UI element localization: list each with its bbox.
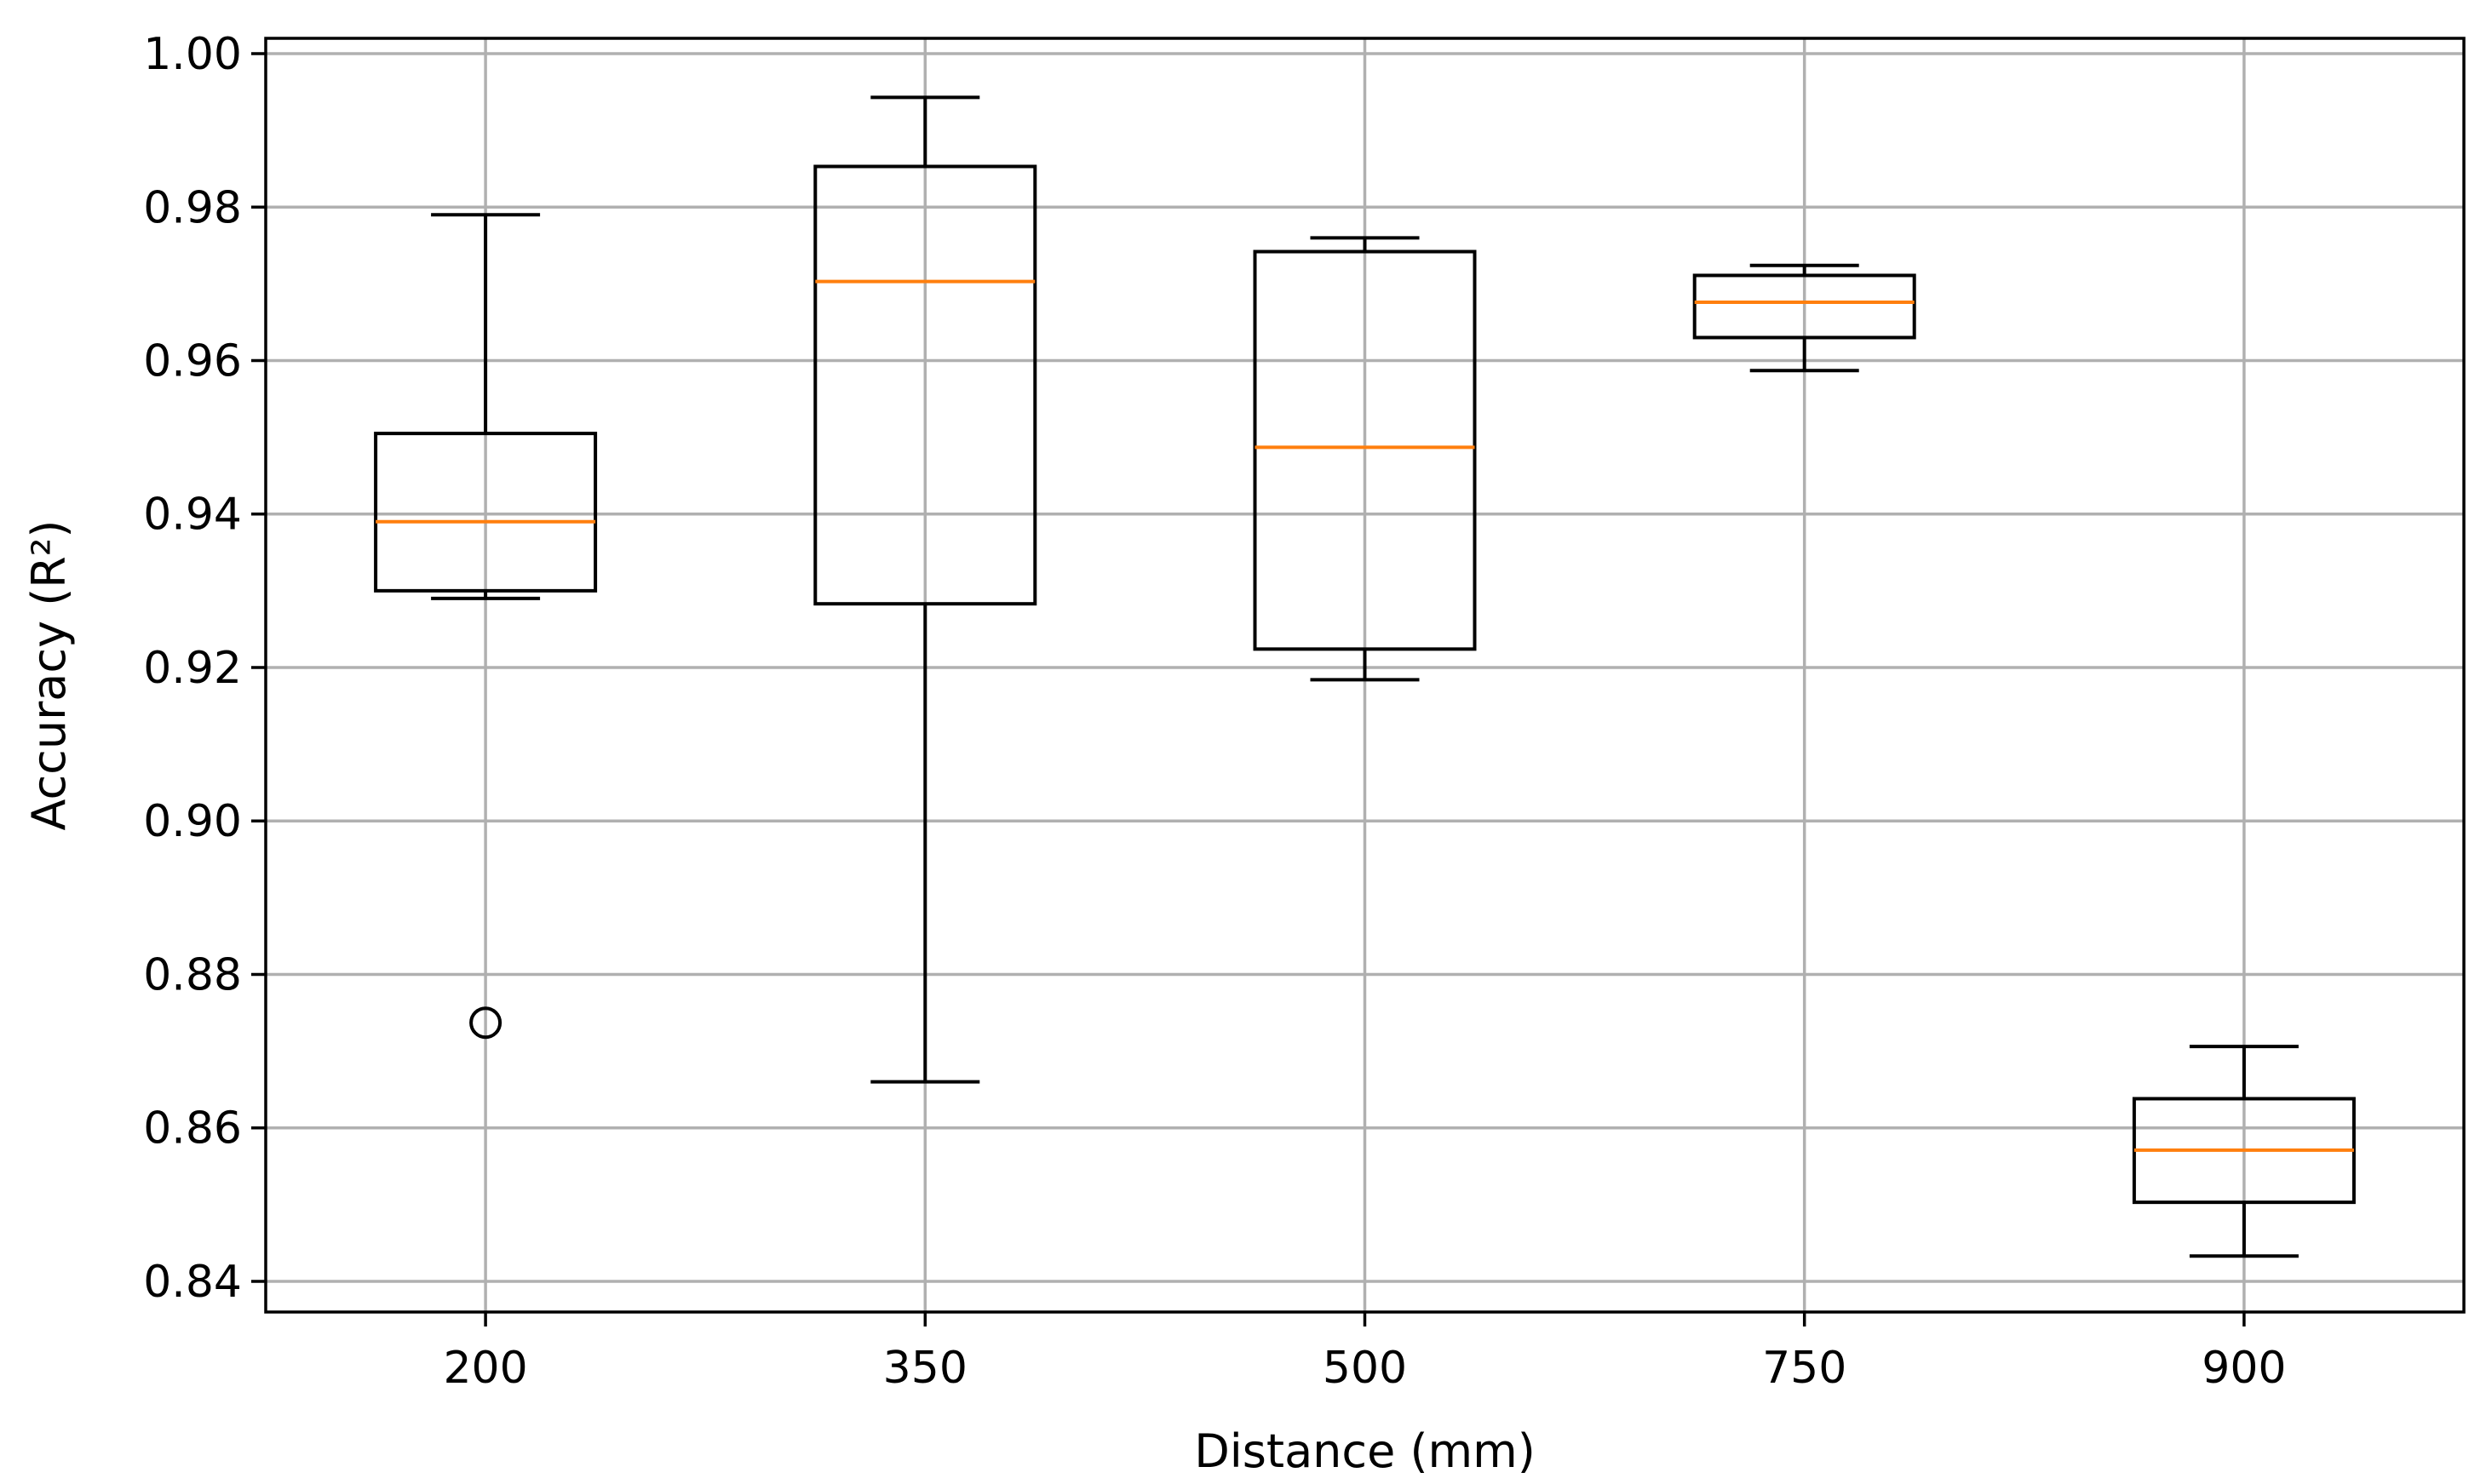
- y-tick-label: 0.94: [143, 490, 242, 541]
- y-tick-label: 0.84: [143, 1257, 242, 1308]
- box-750: [1692, 263, 1916, 373]
- y-tick-label: 0.88: [143, 949, 242, 1000]
- x-axis-title: Distance (mm): [1194, 1424, 1536, 1478]
- y-tick-label: 1.00: [143, 29, 242, 80]
- y-tick-label: 0.98: [143, 182, 242, 233]
- x-tick-label: 350: [883, 1343, 968, 1394]
- x-tick-label: 200: [443, 1343, 527, 1394]
- y-tick-label: 0.90: [143, 796, 242, 847]
- box-200: [374, 213, 598, 1040]
- iqr-box: [1253, 249, 1477, 651]
- outlier-point: [469, 1006, 502, 1040]
- y-tick-label: 0.96: [143, 336, 242, 387]
- y-axis-title: Accuracy (R²): [22, 519, 76, 830]
- x-tick-label: 900: [2202, 1343, 2286, 1394]
- iqr-box: [374, 432, 598, 593]
- y-tick-label: 0.92: [143, 643, 242, 694]
- box-900: [2132, 1045, 2356, 1258]
- boxes: [374, 95, 2356, 1258]
- iqr-box: [1692, 273, 1916, 340]
- y-tick-label: 0.86: [143, 1103, 242, 1155]
- x-tick-label: 750: [1762, 1343, 1846, 1394]
- box-500: [1253, 236, 1477, 682]
- box-350: [813, 95, 1037, 1084]
- x-tick-label: 500: [1323, 1343, 1407, 1394]
- axis-ticks: 0.84 0.86 0.88 0.90 0.92 0.94 0.96 0.98 1.00 200 3…: [143, 29, 2286, 1394]
- iqr-box: [813, 164, 1037, 606]
